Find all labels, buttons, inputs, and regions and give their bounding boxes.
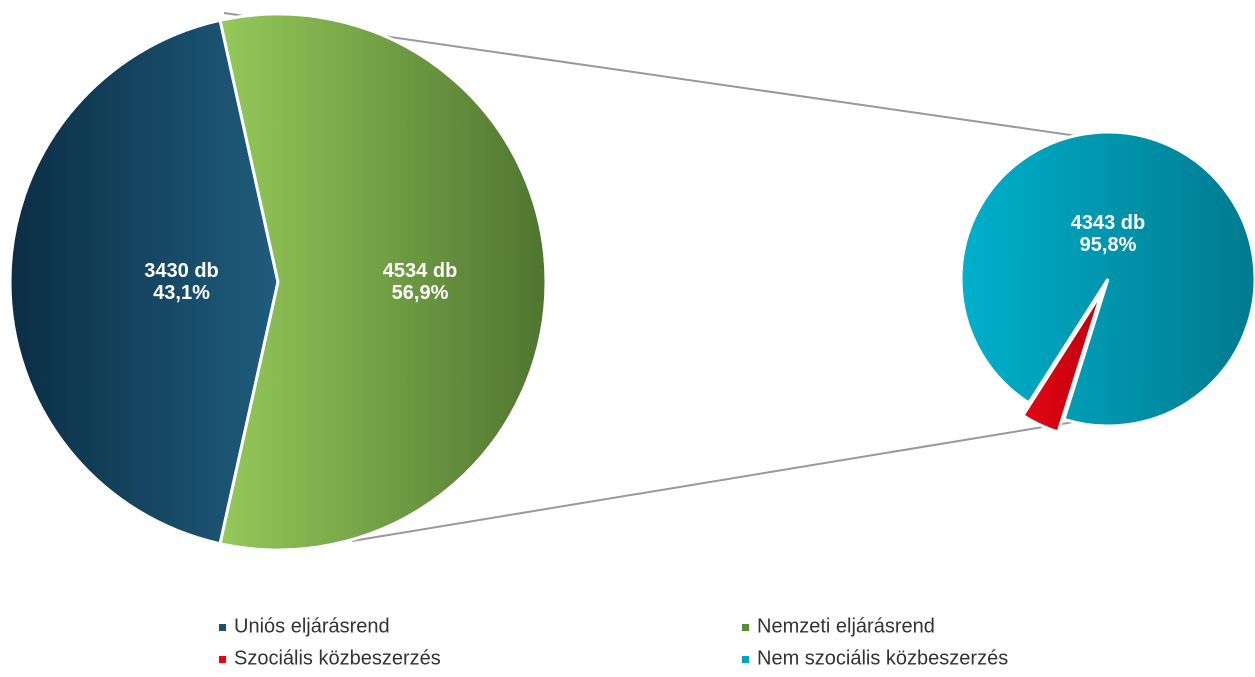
pie-slice (959, 130, 1255, 428)
legend-label: Nemzeti eljárásrend (757, 615, 935, 637)
data-label: 191 db; 4,2% (1040, 473, 1110, 517)
legend-marker (219, 656, 226, 663)
data-label: 4534 db 56,9% (383, 260, 457, 304)
connector-line (351, 415, 1111, 542)
legend-label: Nem szociális közbeszerzés (757, 647, 1008, 669)
legend-label: Szociális közbeszerzés (234, 647, 441, 669)
data-label: 4343 db 95,8% (1071, 212, 1145, 256)
pie-slice (1020, 290, 1104, 434)
data-label-line: 95,8% (1080, 234, 1137, 256)
data-label-line: 3430 db (144, 260, 218, 282)
data-label-line: 4343 db (1071, 212, 1145, 234)
legend-marker (742, 656, 749, 663)
legend-marker (742, 624, 749, 631)
pie-slice (8, 18, 280, 546)
data-label-line: 191 db; (1040, 473, 1110, 495)
data-label: 3430 db 43,1% (144, 260, 218, 304)
legend-label: Uniós eljárásrend (234, 615, 390, 637)
data-label-line: 56,9% (392, 282, 449, 304)
data-label-line: 4534 db (383, 260, 457, 282)
pie-slice (218, 12, 548, 552)
data-label-line: 4,2% (1052, 495, 1098, 517)
data-label-line: 43,1% (153, 282, 210, 304)
legend-marker (219, 624, 226, 631)
